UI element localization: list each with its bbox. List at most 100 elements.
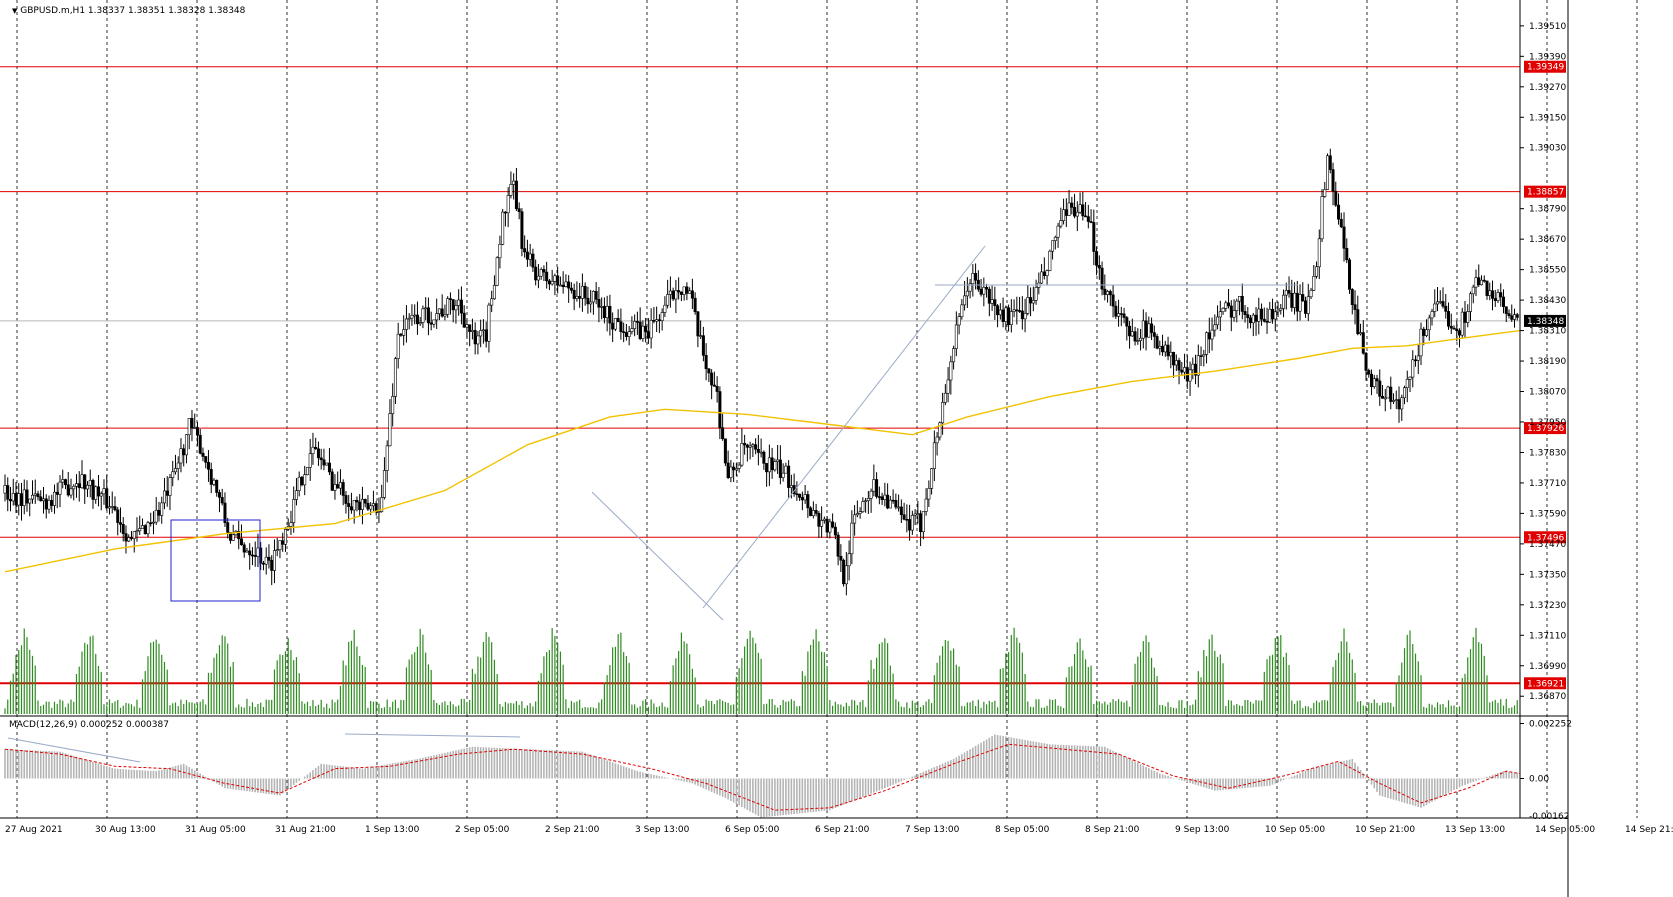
candle-body — [1213, 324, 1217, 331]
candle-body — [688, 290, 692, 294]
candle-body — [462, 312, 466, 328]
candle-body — [1183, 367, 1187, 373]
candle-body — [220, 497, 224, 504]
candle-body — [974, 273, 978, 281]
candle-body — [424, 307, 428, 310]
candle-body — [1114, 305, 1118, 317]
candle-body — [253, 555, 257, 557]
candle-body — [1119, 313, 1123, 315]
candle-body — [751, 444, 755, 447]
candle-body — [289, 522, 293, 527]
candle-body — [759, 451, 763, 454]
candle-body — [440, 308, 444, 317]
candle-body — [916, 513, 920, 515]
candle-body — [1128, 325, 1132, 337]
candle-body — [165, 490, 169, 496]
candle-body — [102, 488, 106, 495]
candle-body — [880, 496, 884, 500]
candle-body — [624, 332, 628, 337]
candle-body — [930, 468, 934, 489]
candle-body — [465, 324, 469, 328]
candle-body — [1372, 378, 1376, 387]
candle-body — [50, 500, 54, 506]
candle-body — [402, 329, 406, 336]
candle-body — [644, 325, 648, 332]
candle-body — [1210, 329, 1214, 340]
candle-body — [371, 503, 375, 507]
candle-body — [605, 305, 609, 319]
y-tick-label: 1.39270 — [1529, 83, 1566, 93]
candle-body — [193, 427, 197, 429]
candle-body — [1383, 397, 1387, 400]
y-tick-label: 1.37230 — [1529, 601, 1566, 611]
candle-body — [1031, 300, 1035, 304]
candle-body — [1169, 352, 1173, 357]
candle-body — [1207, 332, 1211, 340]
candle-body — [261, 562, 265, 565]
candle-body — [902, 514, 906, 520]
y-tick-label: 1.37470 — [1529, 540, 1566, 550]
candle-body — [971, 273, 975, 285]
candle-body — [1007, 307, 1011, 325]
candle-body — [1298, 294, 1302, 312]
candle-body — [1108, 291, 1112, 296]
candle-body — [116, 509, 120, 523]
x-tick-label: 8 Sep 05:00 — [995, 825, 1050, 835]
candle-body — [415, 314, 419, 325]
level-price-tag — [1524, 185, 1566, 198]
candle-body — [888, 499, 892, 509]
candle-body — [594, 291, 598, 300]
x-tick-label: 14 Sep 05:00 — [1535, 825, 1595, 835]
candle-body — [204, 456, 208, 463]
candle-body — [1150, 323, 1154, 333]
candle-body — [1295, 292, 1299, 312]
candle-body — [721, 427, 725, 440]
candle-body — [52, 491, 56, 506]
candle-body — [732, 466, 736, 471]
candle-body — [168, 477, 172, 496]
candle-body — [344, 495, 348, 504]
candle-body — [567, 281, 571, 289]
candle-body — [72, 485, 76, 490]
candle-body — [1015, 309, 1019, 312]
candle-body — [1053, 236, 1057, 241]
candle-body — [209, 469, 213, 485]
candle-body — [1466, 311, 1470, 323]
candle-body — [41, 498, 45, 502]
candle-body — [113, 506, 117, 511]
candle-body — [272, 550, 276, 571]
candle-body — [267, 556, 271, 561]
candle-body — [1370, 373, 1374, 387]
collapse-triangle-icon[interactable]: ▼ — [12, 7, 18, 15]
candle-body — [1284, 290, 1288, 296]
candle-body — [448, 298, 452, 300]
candle-body — [157, 509, 161, 516]
y-tick-label: 1.37830 — [1529, 448, 1566, 458]
candle-body — [1196, 355, 1200, 376]
candle-body — [99, 493, 103, 497]
candle-body — [149, 522, 153, 525]
candle-body — [998, 309, 1002, 316]
candle-body — [534, 266, 538, 281]
candle-body — [520, 211, 524, 249]
candle-body — [748, 445, 752, 448]
candle-body — [1320, 196, 1324, 240]
candle-body — [982, 286, 986, 295]
moving-average — [4, 329, 1521, 573]
candle-body — [957, 316, 961, 326]
candle-body — [1188, 369, 1192, 382]
candle-body — [1348, 259, 1352, 290]
candle-body — [132, 531, 136, 539]
candle-body — [239, 538, 243, 546]
candle-body — [1191, 363, 1195, 371]
candle-body — [1323, 189, 1327, 197]
candle-body — [1397, 399, 1401, 410]
candle-body — [668, 290, 672, 295]
candle-body — [765, 463, 769, 473]
candle-body — [8, 499, 12, 502]
candle-body — [1386, 386, 1390, 399]
candle-body — [897, 506, 901, 509]
candle-body — [63, 479, 67, 486]
candle-body — [822, 518, 826, 521]
